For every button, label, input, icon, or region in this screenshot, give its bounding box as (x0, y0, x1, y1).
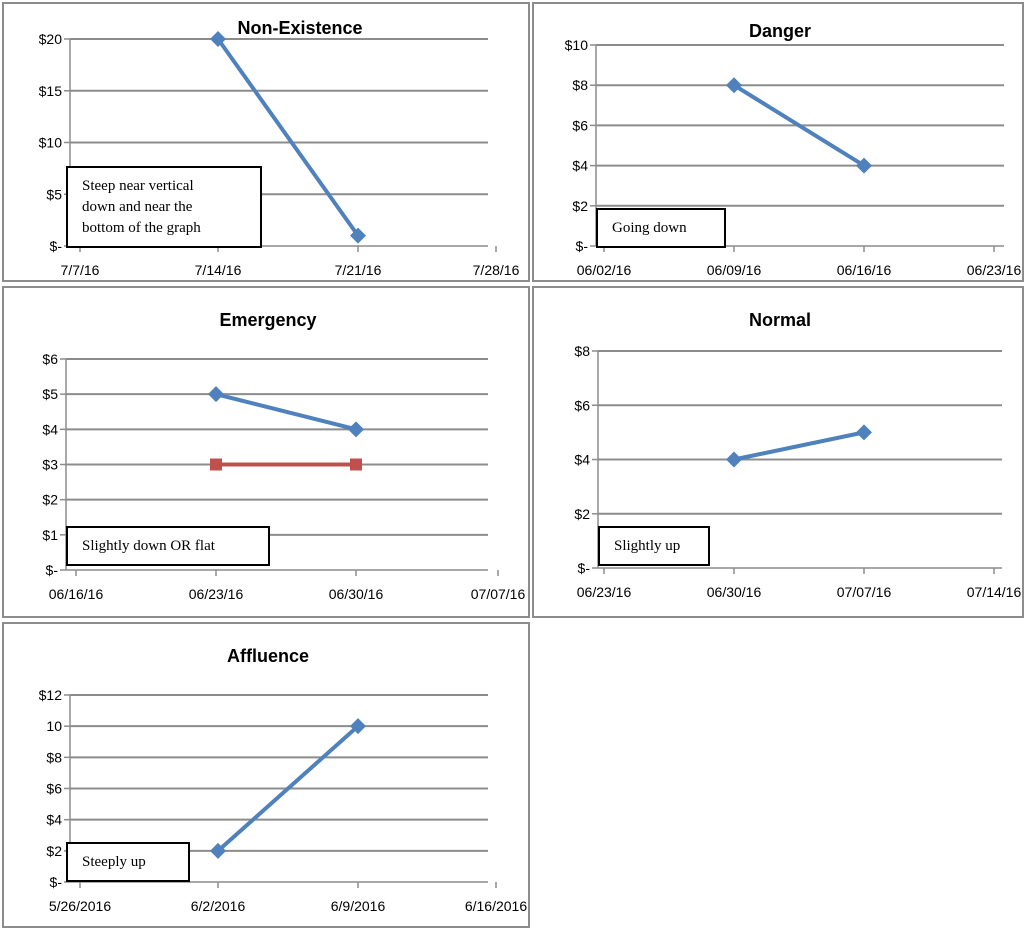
y-tick-label: $5 (42, 386, 58, 402)
x-tick-label: 06/30/16 (329, 586, 384, 602)
y-tick-label: $- (578, 560, 591, 576)
chart-annotation: Slightly down OR flat (66, 526, 270, 566)
chart-title: Danger (749, 21, 811, 41)
series-line (732, 83, 866, 168)
y-tick-label: $8 (46, 749, 62, 765)
x-tick-label: 6/9/2016 (331, 898, 386, 914)
y-tick-label: $10 (39, 135, 63, 151)
y-tick-label: $2 (42, 492, 58, 508)
y-tick-label: $2 (574, 506, 590, 522)
data-point (350, 458, 362, 471)
data-point (210, 458, 222, 471)
chart-annotation: Steeply up (66, 842, 190, 882)
chart-title: Emergency (219, 310, 316, 330)
data-point (350, 227, 366, 244)
data-point (208, 386, 224, 403)
chart-panel-normal: Normal $- $2 $4 $6 $8 06/23/16 06/30/16 07/07/16… (532, 286, 1024, 618)
y-tick-label: $4 (46, 812, 62, 828)
data-point (210, 842, 226, 859)
data-point (856, 424, 872, 441)
chart-panel-emergency: Emergency $- $1 $2 $3 $4 $5 $6 06/16/16 06/23/16 0… (2, 286, 530, 618)
y-tick-label: $12 (39, 687, 63, 703)
chart-svg: Normal $- $2 $4 $6 $8 06/23/16 06/30/16 07/07/16… (574, 310, 1022, 600)
y-tick-label: $1 (42, 527, 58, 543)
x-tick-label: 06/16/16 (49, 586, 104, 602)
chart-svg: Danger $- $2 $4 $6 $8 $10 06/02/16 06/09/16 06/16… (565, 21, 1022, 278)
series-line (733, 430, 865, 462)
data-point (348, 421, 364, 438)
x-tick-label: 7/7/16 (61, 262, 100, 278)
x-tick-label: 06/30/16 (707, 584, 762, 600)
y-tick-label: $15 (39, 83, 63, 99)
x-tick-label: 07/14/16 (967, 584, 1022, 600)
x-tick-label: 07/07/16 (837, 584, 892, 600)
x-tick-label: 07/07/16 (471, 586, 526, 602)
x-tick-label: 06/02/16 (577, 262, 632, 278)
y-tick-label: $- (46, 562, 59, 578)
y-tick-label: $- (50, 874, 63, 890)
y-tick-label: $- (50, 238, 63, 254)
y-tick-label: $6 (574, 397, 590, 413)
x-tick-label: 6/2/2016 (191, 898, 246, 914)
chart-panel-danger: Danger $- $2 $4 $6 $8 $10 06/02/16 06/09/16 06/16… (532, 2, 1024, 282)
y-tick-label: $6 (42, 351, 58, 367)
y-tick-label: $3 (42, 457, 58, 473)
y-tick-label: $8 (572, 77, 588, 93)
y-tick-label: $4 (42, 421, 58, 437)
x-tick-label: 06/23/16 (189, 586, 244, 602)
x-tick-label: 06/23/16 (577, 584, 632, 600)
chart-title: Non-Existence (237, 18, 362, 38)
x-tick-label: 06/23/16 (967, 262, 1022, 278)
chart-title: Affluence (227, 646, 309, 666)
data-point (726, 77, 742, 94)
x-tick-label: 7/14/16 (195, 262, 242, 278)
data-point (726, 451, 742, 468)
chart-svg: Emergency $- $1 $2 $3 $4 $5 $6 06/16/16 06/23/16 0… (42, 310, 526, 602)
chart-annotation: Going down (596, 208, 726, 248)
x-tick-label: 06/16/16 (837, 262, 892, 278)
y-tick-label: $2 (46, 843, 62, 859)
series-line (216, 37, 360, 237)
data-point (350, 718, 366, 735)
x-tick-label: 7/21/16 (335, 262, 382, 278)
y-tick-label: $4 (572, 158, 588, 174)
chart-annotation: Steep near vertical down and near the bo… (66, 166, 262, 248)
chart-panel-affluence: Affluence $- $2 $4 $6 $8 10 $12 5/26/2016 6/2/201… (2, 622, 530, 928)
chart-svg: Non-Existence $- $5 $10 $15 $20 7/7/16 7/14/16 7… (39, 18, 520, 278)
data-point (210, 31, 226, 47)
x-tick-label: 5/26/2016 (49, 898, 111, 914)
y-tick-label: $8 (574, 343, 590, 359)
y-tick-label: $6 (572, 117, 588, 133)
chart-annotation: Slightly up (598, 526, 710, 566)
y-tick-label: $6 (46, 781, 62, 797)
y-tick-label: $4 (574, 452, 590, 468)
y-tick-label: $- (576, 238, 589, 254)
y-tick-label: $10 (565, 37, 589, 53)
y-tick-label: $20 (39, 31, 63, 47)
series-line (215, 392, 357, 432)
y-tick-label: 10 (46, 718, 62, 734)
series-line (216, 724, 360, 853)
y-tick-label: $5 (46, 186, 62, 202)
chart-svg: Affluence $- $2 $4 $6 $8 10 $12 5/26/2016 6/2/201… (39, 646, 528, 914)
chart-title: Normal (749, 310, 811, 330)
data-point (856, 157, 872, 174)
x-tick-label: 06/09/16 (707, 262, 762, 278)
y-tick-label: $2 (572, 198, 588, 214)
chart-panel-non-existence: Non-Existence $- $5 $10 $15 $20 7/7/16 7/14/16 7… (2, 2, 530, 282)
x-tick-label: 6/16/2016 (465, 898, 527, 914)
x-tick-label: 7/28/16 (473, 262, 520, 278)
